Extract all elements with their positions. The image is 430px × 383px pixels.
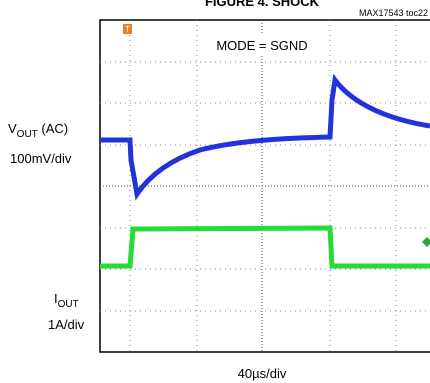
mode-box	[207, 35, 317, 55]
iout-sub: OUT	[58, 299, 79, 310]
scope-screen: T MODE = SGND	[99, 19, 430, 353]
mode-label: MODE = SGND	[216, 38, 307, 53]
vout-scale: 100mV/div	[10, 151, 72, 166]
vout-trace	[100, 73, 430, 201]
iout-scale: 1A/div	[48, 317, 85, 332]
center-axes	[100, 20, 430, 352]
trigger-marker	[123, 24, 132, 34]
figure-code: MAX17543 toc22	[359, 8, 428, 18]
time-scale: 40µs/div	[238, 366, 287, 381]
vout-label: VOUT (AC)	[8, 121, 68, 140]
iout-label: IOUT	[54, 291, 79, 310]
vout-main: V	[8, 121, 17, 136]
iout-trace	[100, 225, 430, 269]
trigger-label: T	[125, 25, 130, 34]
vout-rest: (AC)	[38, 121, 68, 136]
channel-marker	[422, 237, 430, 247]
iout-main: I	[54, 291, 58, 306]
vout-sub: OUT	[17, 129, 38, 140]
figure-title: FIGURE 4. SHOCK	[205, 0, 320, 9]
